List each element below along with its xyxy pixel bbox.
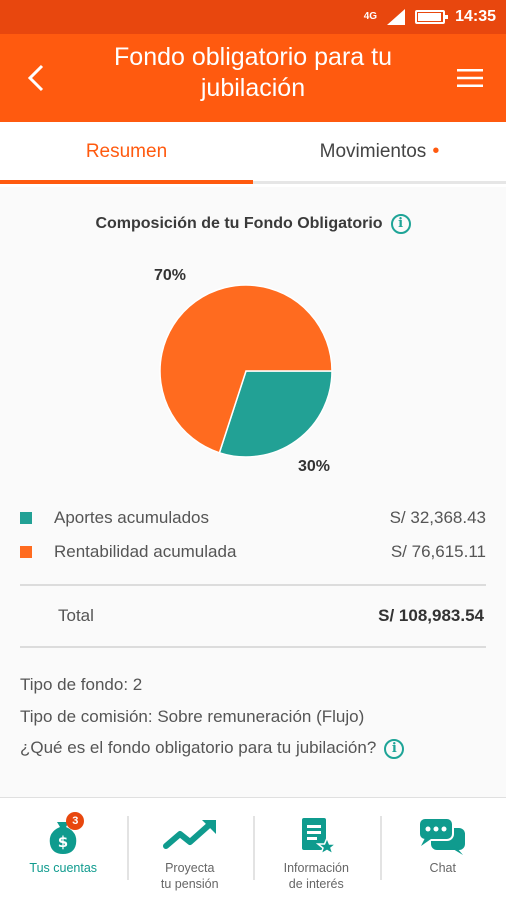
chat-bubbles-icon	[417, 816, 466, 856]
nav-label: Información de interés	[283, 861, 349, 891]
summary-content: Composición de tu Fondo Obligatorio i 70%…	[0, 187, 506, 797]
notification-badge: 3	[66, 812, 85, 830]
page-title: Fondo obligatorio para tu jubilación	[114, 43, 392, 102]
new-indicator-dot: •	[432, 140, 440, 162]
svg-text:$: $	[58, 833, 68, 851]
nav-chat[interactable]: Chat	[379, 798, 506, 900]
battery-icon	[415, 10, 449, 24]
bottom-nav: $ 3 Tus cuentas Proyecta tu pensión Info…	[0, 797, 506, 900]
tab-movimientos[interactable]: Movimientos •	[253, 122, 506, 181]
status-time: 14:35	[455, 8, 496, 25]
info-icon[interactable]: i	[390, 214, 411, 234]
legend-value: S/ 76,615.11	[390, 542, 486, 561]
legend-swatch	[20, 546, 32, 558]
legend-row-aportes: Aportes acumulados S/ 32,368.43	[20, 506, 486, 530]
total-row: Total S/ 108,983.54	[58, 603, 484, 629]
hamburger-icon	[457, 69, 483, 87]
trend-up-icon	[162, 816, 216, 856]
legend-row-rentabilidad: Rentabilidad acumulada S/ 76,615.11	[20, 540, 486, 564]
money-bag-icon: $ 3	[40, 812, 86, 856]
tab-label: Movimientos	[319, 140, 427, 162]
nav-label: Tus cuentas	[29, 861, 98, 875]
nav-proyecta-pension[interactable]: Proyecta tu pensión	[126, 798, 254, 900]
tab-resumen[interactable]: Resumen	[0, 122, 253, 184]
pie-chart	[159, 284, 333, 458]
app-bar: Fondo obligatorio para tu jubilación	[0, 34, 506, 122]
pie-slice-aportes	[218, 370, 333, 458]
info-icon[interactable]: i	[384, 738, 405, 759]
total-label: Total	[58, 606, 94, 625]
help-link[interactable]: ¿Qué es el fondo obligatorio para tu jub…	[20, 738, 486, 759]
legend-label: Aportes acumulados	[54, 508, 209, 527]
tab-bar: Resumen Movimientos •	[0, 122, 506, 184]
pie-label-rentabilidad: 70%	[154, 267, 187, 284]
nav-informacion-interes[interactable]: Información de interés	[253, 798, 380, 900]
chart-title: Composición de tu Fondo Obligatorio i	[0, 214, 506, 234]
divider	[20, 584, 486, 586]
back-button[interactable]	[14, 56, 58, 100]
chart-title-text: Composición de tu Fondo Obligatorio	[95, 215, 383, 233]
network-type: 4G	[363, 11, 378, 22]
legend-swatch	[20, 512, 32, 524]
status-bar: 4G 14:35	[0, 0, 506, 34]
chevron-left-icon	[27, 64, 44, 92]
menu-button[interactable]	[448, 56, 492, 100]
nav-tus-cuentas[interactable]: $ 3 Tus cuentas	[0, 798, 127, 900]
help-link-text: ¿Qué es el fondo obligatorio para tu jub…	[20, 738, 377, 757]
nav-label: Chat	[429, 861, 456, 875]
pie-slice-rentabilidad	[159, 284, 333, 454]
legend-label: Rentabilidad acumulada	[54, 542, 237, 561]
fund-type: Tipo de fondo: 2	[20, 675, 143, 694]
commission-type: Tipo de comisión: Sobre remuneración (Fl…	[20, 707, 365, 726]
tab-label: Resumen	[85, 140, 168, 162]
pie-chart-svg	[159, 284, 333, 458]
signal-icon	[387, 9, 406, 25]
legend-value: S/ 32,368.43	[389, 508, 486, 527]
total-value: S/ 108,983.54	[378, 606, 484, 625]
document-star-icon	[293, 816, 339, 856]
pie-label-aportes: 30%	[298, 458, 331, 475]
divider	[20, 646, 486, 648]
nav-label: Proyecta tu pensión	[160, 861, 219, 891]
